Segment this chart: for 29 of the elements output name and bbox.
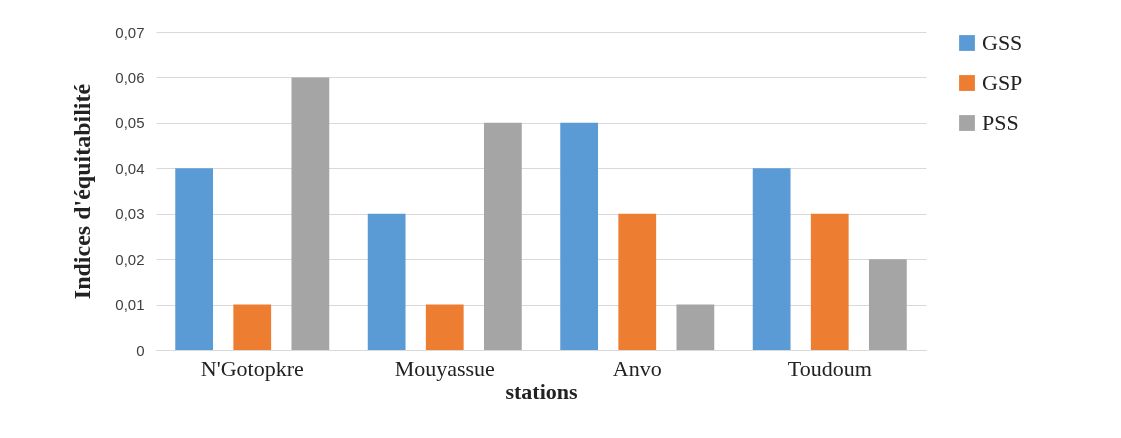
bar xyxy=(483,122,522,350)
y-tick-label: 0,01 xyxy=(115,296,145,314)
bar xyxy=(425,304,464,350)
y-tick-label: 0,06 xyxy=(115,68,145,86)
y-tick-label: 0,02 xyxy=(115,250,145,268)
x-tick-label: Toudoum xyxy=(787,355,872,381)
legend-label: GSP xyxy=(982,70,1023,95)
y-tick-label: 0,04 xyxy=(115,159,145,177)
legend-label: PSS xyxy=(982,110,1019,135)
x-tick-label: N'Gotopkre xyxy=(200,355,304,381)
y-tick-label: 0,03 xyxy=(115,205,145,223)
bar xyxy=(868,259,907,350)
bar xyxy=(810,213,849,350)
y-tick-label: 0 xyxy=(136,341,145,359)
bar xyxy=(752,168,791,350)
bar xyxy=(233,304,272,350)
y-axis-title: Indices d'équitabilité xyxy=(69,83,96,300)
y-tick-label: 0,07 xyxy=(115,23,145,41)
bar xyxy=(367,213,406,350)
y-tick-label: 0,05 xyxy=(115,114,145,132)
bar xyxy=(175,168,214,350)
bar xyxy=(560,122,599,350)
legend-label: GSS xyxy=(982,30,1023,55)
bar xyxy=(618,213,657,350)
x-tick-label: Mouyassue xyxy=(394,355,495,381)
x-tick-label: Anvo xyxy=(612,355,662,381)
x-axis-title: stations xyxy=(505,378,578,404)
bar xyxy=(291,77,330,350)
bar xyxy=(676,304,715,350)
